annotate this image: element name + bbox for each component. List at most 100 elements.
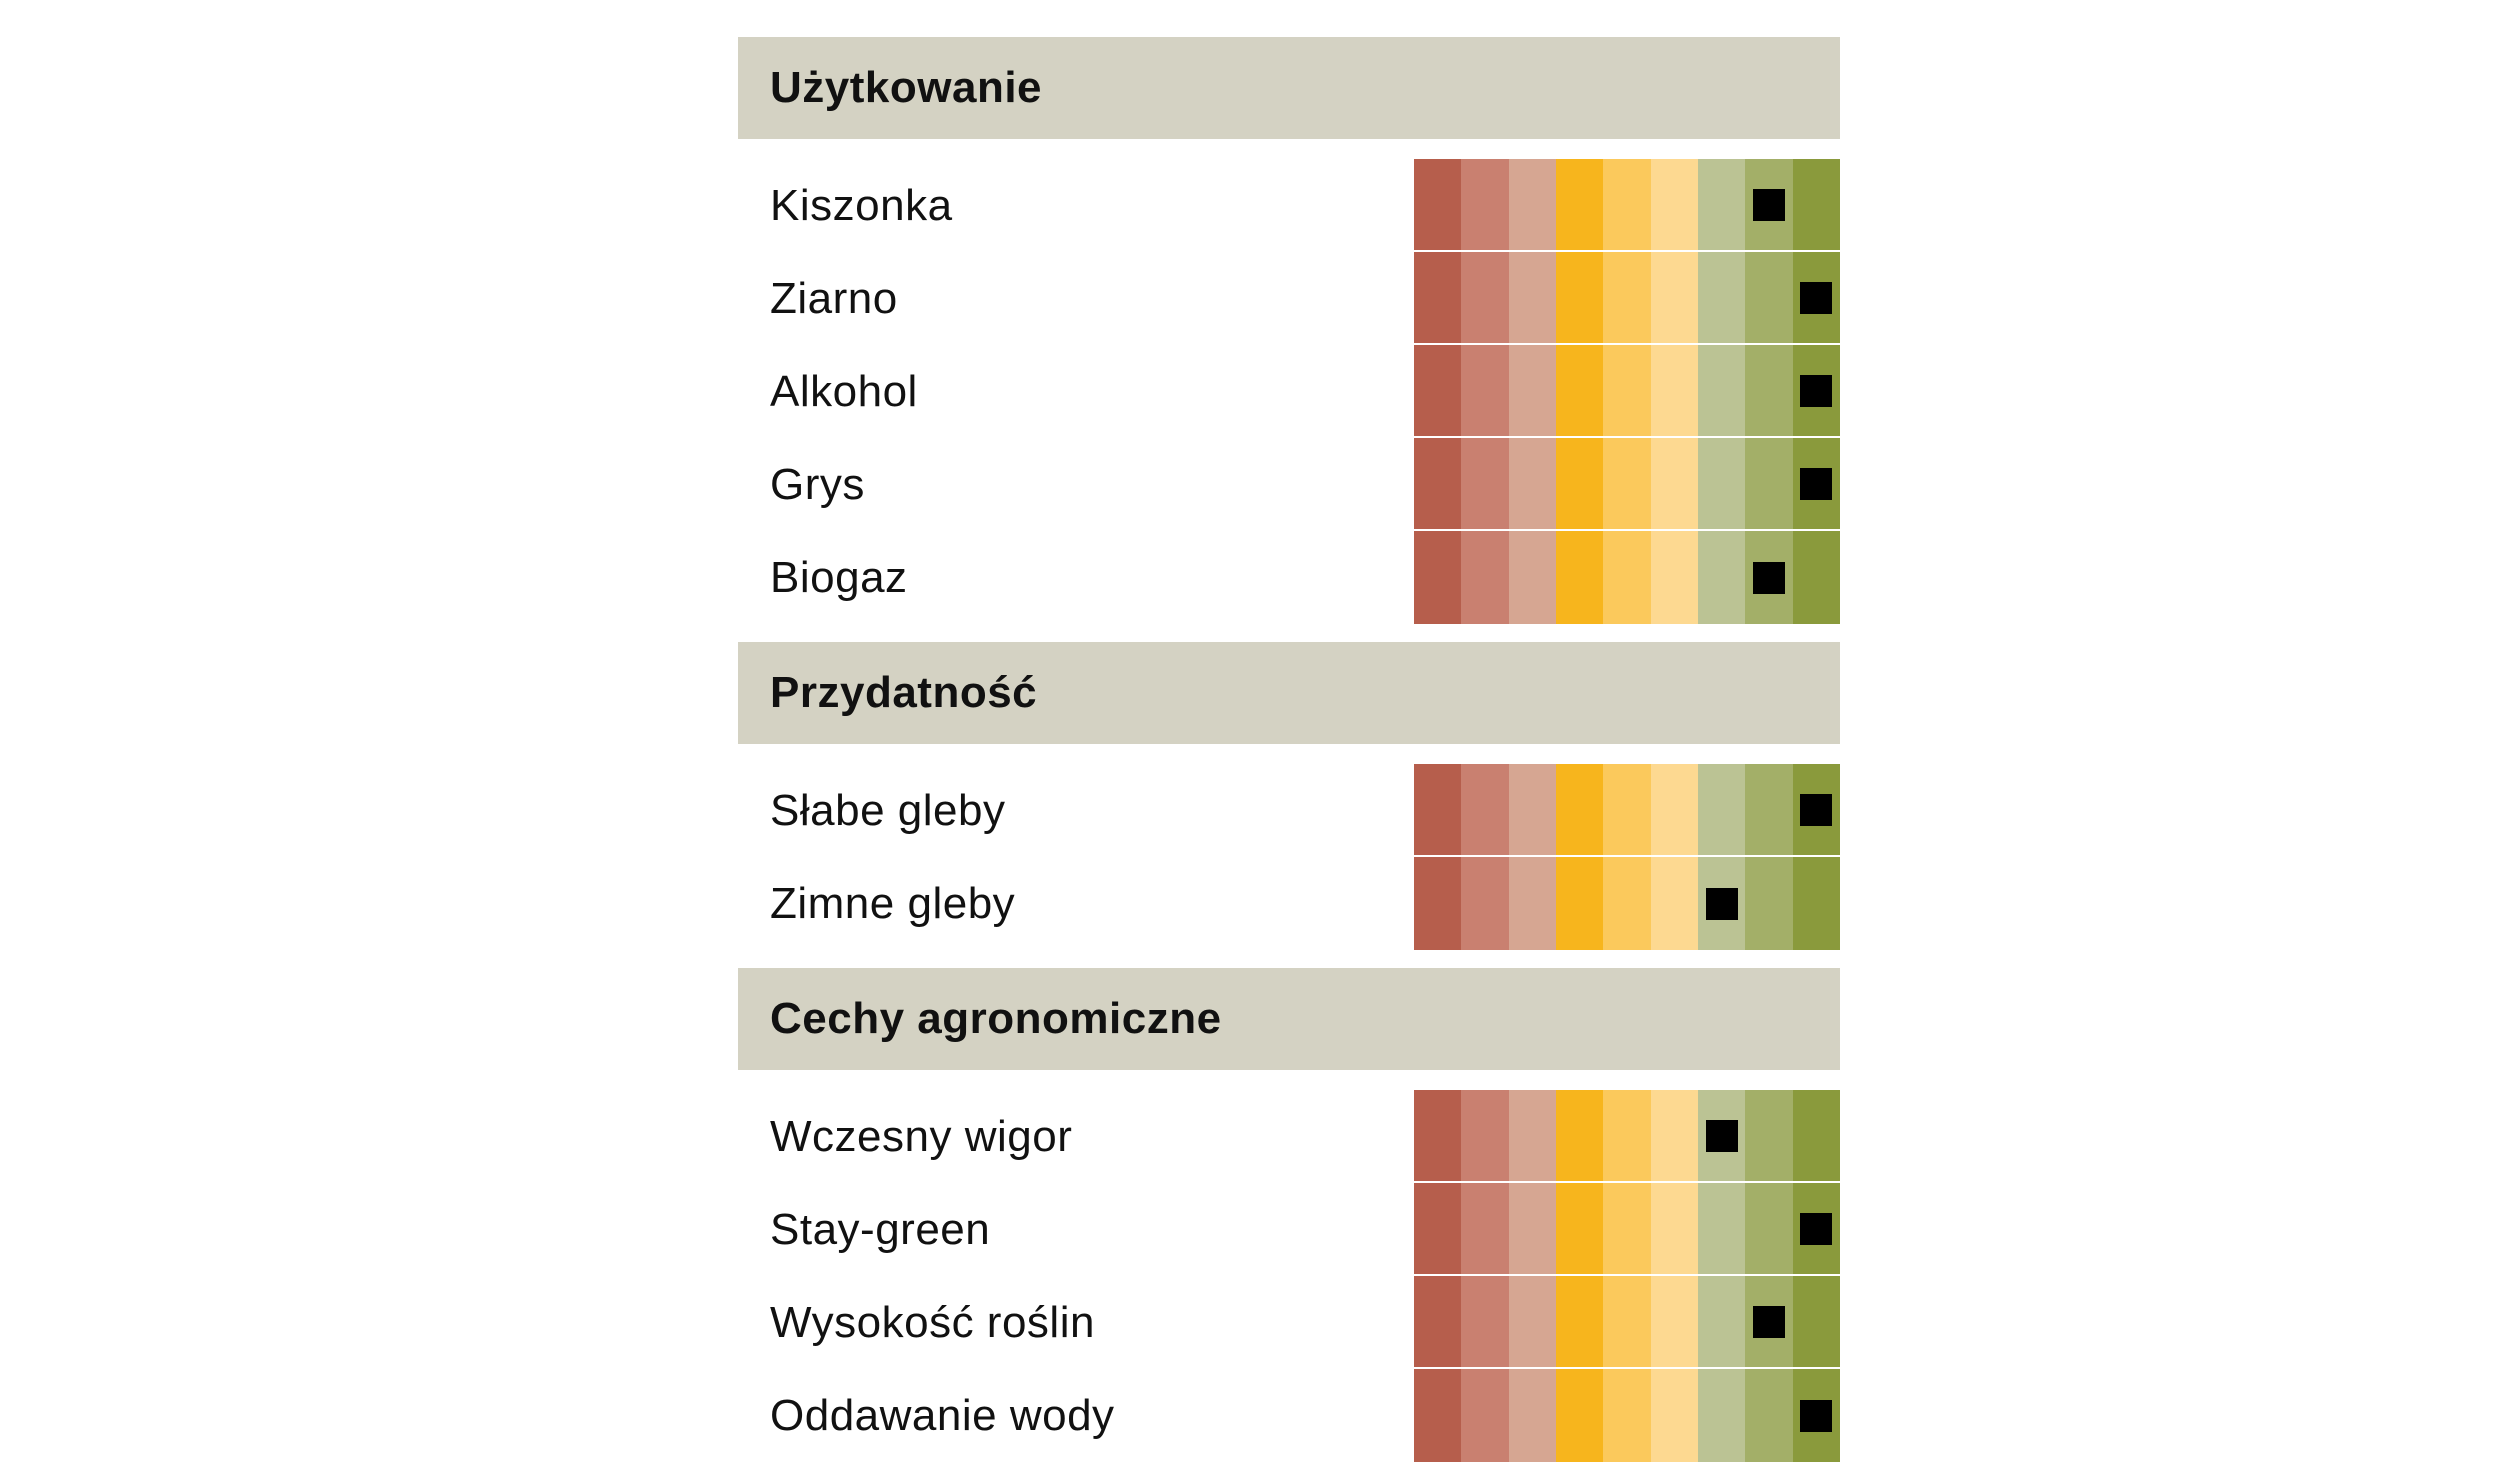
- scale-cell-4: [1555, 345, 1604, 436]
- row-label: Stay-green: [770, 1205, 991, 1254]
- scale-cell-3: [1508, 1276, 1556, 1367]
- scale-cell-7: [1697, 531, 1746, 624]
- scale-cell-1: [1414, 345, 1462, 436]
- rating-row: Oddawanie wody: [738, 1369, 1840, 1462]
- scale-cell-7: [1697, 1369, 1746, 1462]
- scale-cell-2: [1461, 345, 1509, 436]
- rating-marker: [1800, 467, 1833, 500]
- scale-cell-4: [1555, 1369, 1604, 1462]
- scale-cell-2: [1461, 764, 1509, 855]
- section-spacer: [738, 624, 1840, 642]
- scale-cell-9: [1792, 857, 1840, 950]
- scale-cell-1: [1414, 252, 1462, 343]
- rating-row: Kiszonka: [738, 159, 1840, 252]
- rating-marker: [1800, 1399, 1833, 1432]
- scale-cell-9: [1792, 1276, 1840, 1367]
- scale-cell-2: [1461, 857, 1509, 950]
- scale-cell-3: [1508, 1090, 1556, 1181]
- scale-cell-5: [1603, 345, 1651, 436]
- row-label: Oddawanie wody: [770, 1391, 1115, 1440]
- scale-cell-3: [1508, 252, 1556, 343]
- scale-cell-5: [1603, 1276, 1651, 1367]
- scale-cell-3: [1508, 1369, 1556, 1462]
- scale-cell-5: [1603, 438, 1651, 529]
- scale-cell-4: [1555, 1276, 1604, 1367]
- row-label: Ziarno: [770, 274, 898, 323]
- scale-cell-9: [1792, 531, 1840, 624]
- scale-cell-7: [1697, 1183, 1746, 1274]
- scale-cell-8: [1745, 1183, 1793, 1274]
- scale-cell-3: [1508, 345, 1556, 436]
- scale-cell-7: [1697, 345, 1746, 436]
- row-label: Grys: [770, 460, 865, 509]
- scale-cell-5: [1603, 252, 1651, 343]
- scale-cell-9: [1792, 1090, 1840, 1181]
- rating-marker: [1705, 887, 1738, 920]
- section-spacer: [738, 139, 1840, 159]
- scale-cell-2: [1461, 531, 1509, 624]
- scale-cell-3: [1508, 438, 1556, 529]
- scale-cell-5: [1603, 1183, 1651, 1274]
- rating-row: Zimne gleby: [738, 857, 1840, 950]
- scale-cell-8: [1745, 764, 1793, 855]
- scale-cell-6: [1650, 857, 1698, 950]
- rating-marker: [1752, 1305, 1785, 1338]
- scale-cell-3: [1508, 1183, 1556, 1274]
- scale-cell-1: [1414, 1090, 1462, 1181]
- scale-cell-6: [1650, 1369, 1698, 1462]
- section-header: Cechy agronomiczne: [738, 968, 1840, 1070]
- rating-row: Ziarno: [738, 252, 1840, 345]
- scale-cell-7: [1697, 764, 1746, 855]
- scale-cell-4: [1555, 1183, 1604, 1274]
- scale-cell-5: [1603, 159, 1651, 250]
- rating-row: Stay-green: [738, 1183, 1840, 1276]
- rating-scale: [1414, 531, 1840, 624]
- row-label: Alkohol: [770, 367, 918, 416]
- scale-cell-9: [1792, 345, 1840, 436]
- rating-row: Wczesny wigor: [738, 1090, 1840, 1183]
- scale-cell-7: [1697, 159, 1746, 250]
- section-title: Cechy agronomiczne: [770, 994, 1222, 1043]
- scale-cell-2: [1461, 1276, 1509, 1367]
- scale-cell-4: [1555, 1090, 1604, 1181]
- scale-cell-9: [1792, 252, 1840, 343]
- scale-cell-7: [1697, 252, 1746, 343]
- rating-marker: [1800, 1212, 1833, 1245]
- scale-cell-1: [1414, 764, 1462, 855]
- scale-cell-4: [1555, 531, 1604, 624]
- rating-scale: [1414, 1183, 1840, 1276]
- section-spacer: [738, 1070, 1840, 1090]
- scale-cell-7: [1697, 1276, 1746, 1367]
- scale-cell-3: [1508, 531, 1556, 624]
- rating-scale: [1414, 1090, 1840, 1183]
- scale-cell-9: [1792, 764, 1840, 855]
- rating-marker: [1752, 561, 1785, 594]
- row-label: Wczesny wigor: [770, 1112, 1073, 1161]
- scale-cell-5: [1603, 857, 1651, 950]
- scale-cell-2: [1461, 1090, 1509, 1181]
- scale-cell-5: [1603, 764, 1651, 855]
- scale-cell-5: [1603, 1369, 1651, 1462]
- rating-marker: [1800, 793, 1833, 826]
- scale-cell-8: [1745, 159, 1793, 250]
- scale-cell-4: [1555, 764, 1604, 855]
- scale-cell-2: [1461, 1369, 1509, 1462]
- scale-cell-4: [1555, 159, 1604, 250]
- scale-cell-4: [1555, 438, 1604, 529]
- scale-cell-9: [1792, 1369, 1840, 1462]
- section-header: Użytkowanie: [738, 37, 1840, 139]
- scale-cell-6: [1650, 1090, 1698, 1181]
- scale-cell-2: [1461, 438, 1509, 529]
- scale-cell-2: [1461, 252, 1509, 343]
- rating-scale: [1414, 252, 1840, 345]
- section-title: Użytkowanie: [770, 63, 1043, 112]
- row-label: Słabe gleby: [770, 786, 1006, 835]
- scale-cell-8: [1745, 1369, 1793, 1462]
- scale-cell-8: [1745, 1276, 1793, 1367]
- scale-cell-2: [1461, 1183, 1509, 1274]
- scale-cell-3: [1508, 159, 1556, 250]
- row-label: Wysokość roślin: [770, 1298, 1095, 1347]
- section-spacer: [738, 1462, 1840, 1480]
- rating-row: Słabe gleby: [738, 764, 1840, 857]
- rating-scale: [1414, 764, 1840, 857]
